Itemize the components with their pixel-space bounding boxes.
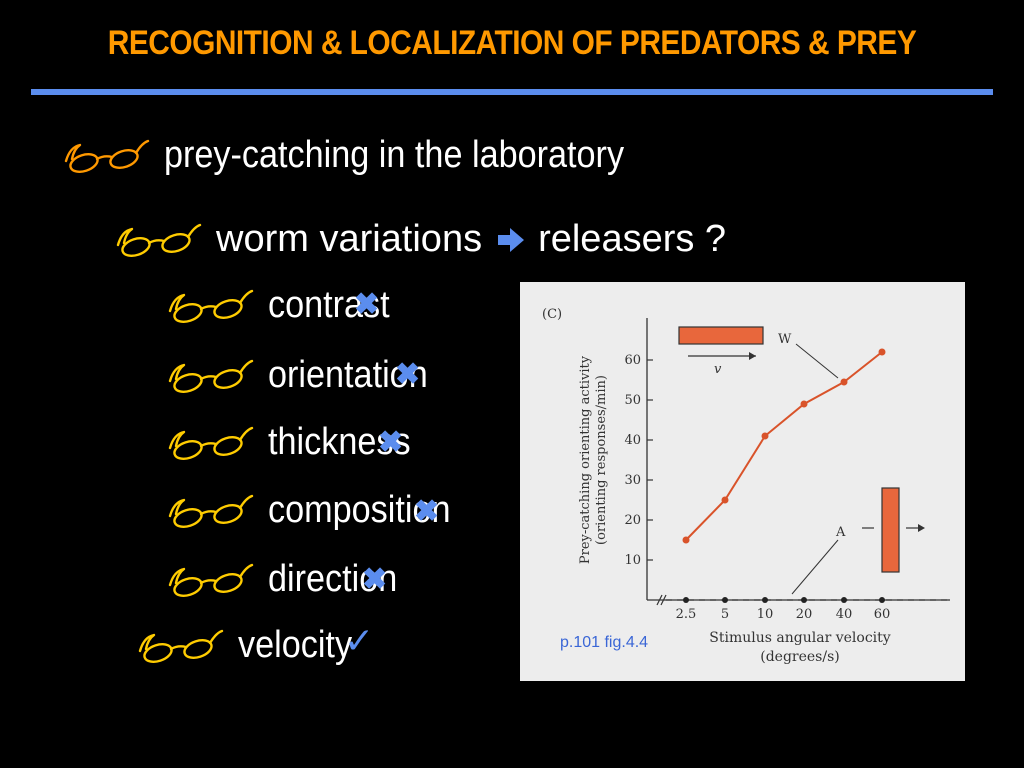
bullet-text: direction: [268, 558, 398, 600]
bullet-text-left: worm variations: [216, 218, 483, 260]
glasses-icon: [168, 359, 254, 393]
axis-break: [660, 594, 667, 606]
y-tick-label: 30: [624, 473, 641, 488]
series-w-point: [800, 400, 808, 408]
bullet-direction: direction: [166, 558, 412, 601]
check-mark-velocity: ✓: [344, 620, 375, 661]
y-ticks: 10 20 30 40 50 60: [624, 353, 653, 568]
glasses-icon: [64, 139, 150, 173]
y-tick-label: 20: [624, 513, 641, 528]
worm-stimulus-icon: [678, 326, 764, 345]
v-label: v: [714, 362, 722, 377]
cross-mark-composition: ✖: [414, 495, 440, 528]
bullet-text: orientation: [268, 354, 428, 396]
panel-label: (C): [542, 307, 562, 322]
y-axis-subtitle: (orienting responses/min): [594, 375, 609, 545]
x-tick-label: 5: [721, 607, 729, 622]
x-axis-subtitle: (degrees/s): [760, 649, 839, 665]
series-w-points: [682, 348, 886, 544]
velocity-chart: (C) 10 20 30 40 50 60 2.5 5 10 20 40 60 v W A Stim…: [542, 307, 950, 665]
bullet-composition: composition: [166, 489, 471, 532]
bullet-contrast: contrast: [166, 284, 403, 327]
bullet-text: composition: [268, 489, 451, 531]
bullet-velocity: velocity: [136, 624, 365, 667]
x-tick-label: 40: [836, 607, 853, 622]
series-a-points: [683, 597, 885, 603]
figure-panel: (C) 10 20 30 40 50 60 2.5 5 10 20 40 60 v W A Stim…: [520, 282, 965, 681]
glasses-icon: [168, 426, 254, 460]
series-a-point: [683, 597, 689, 603]
bullet-worm-variations: worm variations releasers ?: [114, 218, 726, 261]
antiworm-stimulus-icon: [881, 487, 900, 573]
glasses-icon: [168, 563, 254, 597]
x-tick-label: 2.5: [676, 607, 697, 622]
series-w-point: [840, 378, 848, 386]
right-arrow-icon: [498, 227, 525, 252]
bullet-orientation: orientation: [166, 354, 445, 397]
glasses-icon: [116, 223, 202, 257]
a-label: A: [835, 525, 846, 540]
x-axis-title: Stimulus angular velocity: [709, 630, 890, 646]
cross-mark-contrast: ✖: [354, 288, 380, 321]
y-tick-label: 10: [624, 553, 641, 568]
glasses-icon: [138, 629, 224, 663]
title-underline: [31, 89, 993, 95]
bullet-text-right: releasers ?: [538, 218, 727, 260]
bullet-thickness: thickness: [166, 421, 426, 464]
series-w-point: [878, 348, 886, 356]
series-a-point: [801, 597, 807, 603]
cross-mark-orientation: ✖: [395, 358, 421, 391]
w-label: W: [778, 332, 792, 347]
series-w-point: [721, 496, 729, 504]
x-tick-label: 10: [757, 607, 774, 622]
axis-break: [656, 594, 663, 606]
y-axis-title: Prey-catching orienting activity: [578, 355, 593, 564]
glasses-icon: [168, 494, 254, 528]
a-leader-line: [791, 539, 839, 595]
bullet-text: contrast: [268, 284, 390, 326]
series-w-point: [761, 432, 769, 440]
figure-reference: p.101 fig.4.4: [560, 634, 649, 651]
bullet-text: prey-catching in the laboratory: [164, 134, 625, 176]
series-w-point: [682, 536, 690, 544]
series-a-point: [722, 597, 728, 603]
y-tick-label: 60: [624, 353, 641, 368]
bullet-text: velocity: [238, 624, 353, 666]
bullet-prey-catching: prey-catching in the laboratory: [62, 134, 675, 177]
series-a-point: [841, 597, 847, 603]
cross-mark-thickness: ✖: [378, 426, 404, 459]
glasses-icon: [168, 289, 254, 323]
series-a-point: [879, 597, 885, 603]
x-tick-label: 60: [874, 607, 891, 622]
series-w-line: [685, 351, 883, 541]
cross-mark-direction: ✖: [362, 563, 388, 596]
x-ticks: 2.5 5 10 20 40 60: [676, 607, 891, 622]
bullet-text: thickness: [268, 421, 411, 463]
y-tick-label: 40: [624, 433, 641, 448]
series-a-point: [762, 597, 768, 603]
y-tick-label: 50: [624, 393, 641, 408]
x-tick-label: 20: [796, 607, 813, 622]
w-leader-line: [795, 343, 839, 379]
slide-title: RECOGNITION & LOCALIZATION OF PREDATORS …: [107, 24, 917, 62]
